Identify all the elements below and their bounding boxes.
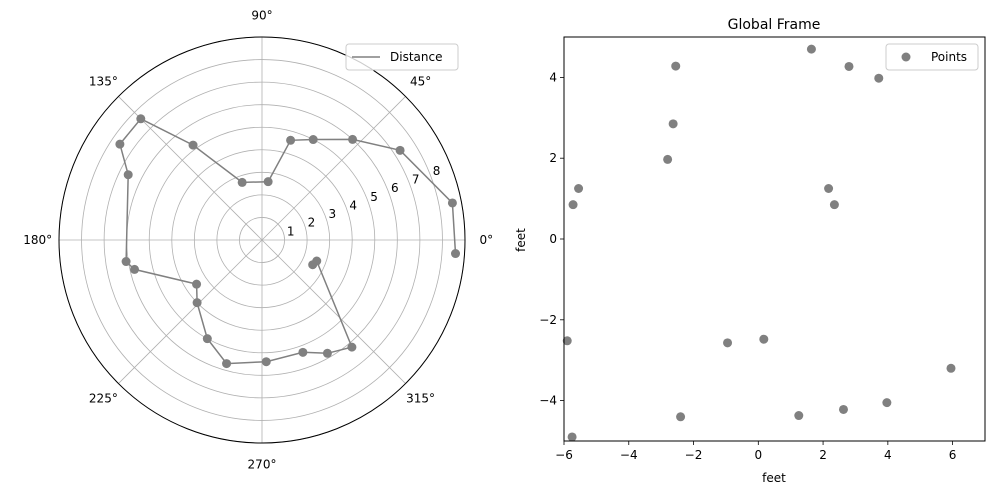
scatter-data-point xyxy=(663,154,673,164)
scatter-x-ticks: −6 −4 −2 0 2 4 6 xyxy=(555,441,956,462)
polar-data-point xyxy=(192,279,202,289)
polar-data-point xyxy=(263,177,273,187)
polar-theta-tick-label: 270° xyxy=(248,457,277,471)
polar-data-point xyxy=(308,135,318,145)
scatter-data-point xyxy=(568,200,578,210)
polar-theta-tick-label: 45° xyxy=(410,74,431,88)
scatter-data-point xyxy=(824,184,834,193)
polar-theta-tick-label: 180° xyxy=(23,233,52,247)
polar-r-tick-label: 5 xyxy=(370,190,378,204)
scatter-data-point xyxy=(946,363,956,373)
scatter-y-tick-label: −2 xyxy=(539,313,557,327)
polar-frame xyxy=(58,36,466,444)
scatter-x-tick-label: −6 xyxy=(555,448,573,462)
polar-data-point xyxy=(395,145,405,155)
polar-data-point xyxy=(347,342,357,352)
polar-data-point xyxy=(308,260,318,270)
polar-data-point xyxy=(447,198,457,208)
polar-theta-tick-label: 0° xyxy=(479,233,493,247)
scatter-data-point xyxy=(794,411,804,421)
scatter-x-tick-label: −4 xyxy=(620,448,638,462)
scatter-y-tick-label: −4 xyxy=(539,394,557,408)
polar-r-tick-label: 8 xyxy=(433,164,441,178)
polar-r-tick-label: 6 xyxy=(391,181,399,195)
polar-data-point xyxy=(298,347,308,357)
scatter-legend-box xyxy=(885,43,979,71)
scatter-data-point xyxy=(874,73,884,83)
polar-theta-tick-label: 225° xyxy=(89,392,118,406)
polar-legend-box xyxy=(345,43,459,71)
scatter-data-point xyxy=(574,184,584,193)
polar-theta-tick-label: 135° xyxy=(89,74,118,88)
scatter-data-point xyxy=(723,338,733,348)
polar-data-point xyxy=(261,357,271,367)
polar-r-tick-label: 2 xyxy=(308,216,316,230)
scatter-data-point xyxy=(844,61,854,71)
scatter-y-tick-label: 0 xyxy=(549,232,557,246)
polar-r-tick-label: 3 xyxy=(329,207,337,221)
scatter-legend: Points xyxy=(885,43,979,71)
scatter-ylabel: feet xyxy=(514,228,528,252)
scatter-data-point xyxy=(759,334,769,344)
polar-data-point xyxy=(121,257,131,267)
scatter-y-ticks: −4 −2 0 2 4 xyxy=(539,70,564,408)
scatter-points xyxy=(562,44,956,442)
scatter-data-point xyxy=(838,404,848,414)
scatter-x-tick-label: 2 xyxy=(819,448,827,462)
scatter-legend-marker xyxy=(901,52,911,62)
polar-data-point xyxy=(192,298,202,308)
polar-theta-tick-label: 90° xyxy=(251,9,272,23)
polar-data-point xyxy=(123,170,133,180)
scatter-y-tick-label: 2 xyxy=(549,151,557,165)
polar-grid-spoke xyxy=(118,239,263,384)
polar-legend: Distance xyxy=(345,43,459,71)
scatter-y-tick-label: 4 xyxy=(549,70,557,84)
polar-series xyxy=(115,114,461,369)
polar-r-tick-label: 7 xyxy=(412,173,420,187)
scatter-x-tick-label: 0 xyxy=(754,448,762,462)
polar-grid xyxy=(58,36,466,444)
scatter-x-tick-label: 6 xyxy=(949,448,957,462)
polar-data-point xyxy=(286,135,296,145)
scatter-data-point xyxy=(806,44,816,54)
polar-theta-labels: 0° 45° 90° 135° 180° 225° 270° 315° xyxy=(23,9,493,472)
scatter-x-tick-label: 4 xyxy=(884,448,892,462)
scatter-chart: Global Frame −6 −4 −2 0 2 4 6 −4 −2 0 2 4 feet fee… xyxy=(514,17,986,485)
scatter-data-point xyxy=(829,200,839,210)
polar-data-point xyxy=(115,139,125,149)
polar-grid-spoke xyxy=(261,239,406,384)
scatter-data-point xyxy=(562,336,572,346)
scatter-xlabel: feet xyxy=(762,471,786,485)
scatter-x-tick-label: −2 xyxy=(685,448,703,462)
polar-data-point xyxy=(451,249,461,259)
scatter-data-point xyxy=(567,432,577,442)
scatter-data-point xyxy=(671,61,681,71)
polar-data-point xyxy=(202,334,212,344)
polar-data-point xyxy=(237,177,247,187)
scatter-title: Global Frame xyxy=(728,17,821,33)
polar-data-point xyxy=(188,140,198,150)
polar-data-point xyxy=(322,348,332,358)
polar-data-point xyxy=(136,114,146,124)
polar-data-point xyxy=(222,359,232,369)
polar-grid-spoke xyxy=(261,96,406,241)
scatter-data-point xyxy=(668,119,678,129)
scatter-legend-label: Points xyxy=(931,50,967,64)
scatter-data-point xyxy=(676,412,686,422)
polar-r-tick-label: 1 xyxy=(287,224,295,238)
polar-r-tick-label: 4 xyxy=(349,198,357,212)
polar-legend-label: Distance xyxy=(390,50,442,64)
polar-theta-tick-label: 315° xyxy=(406,392,435,406)
scatter-data-point xyxy=(882,398,892,408)
polar-data-point xyxy=(130,264,140,274)
polar-data-point xyxy=(348,134,358,144)
